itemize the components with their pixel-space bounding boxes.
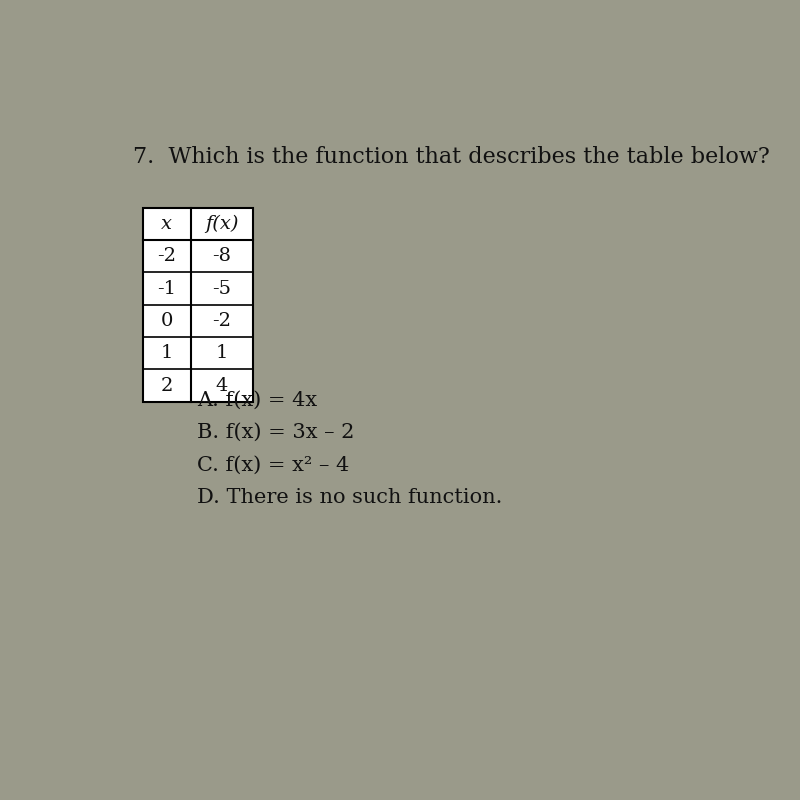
Text: C. f(x) = x² – 4: C. f(x) = x² – 4: [197, 455, 349, 474]
Text: -5: -5: [212, 279, 231, 298]
Text: 0: 0: [161, 312, 173, 330]
Text: 7.  Which is the function that describes the table below?: 7. Which is the function that describes …: [134, 146, 770, 168]
Bar: [142, 208, 253, 402]
Text: B. f(x) = 3x – 2: B. f(x) = 3x – 2: [197, 423, 354, 442]
Text: -1: -1: [157, 279, 176, 298]
Text: 1: 1: [215, 344, 228, 362]
Text: -8: -8: [212, 247, 231, 265]
Text: -2: -2: [212, 312, 231, 330]
Text: f(x): f(x): [205, 214, 238, 233]
Text: 4: 4: [215, 377, 228, 394]
Text: D. There is no such function.: D. There is no such function.: [197, 488, 502, 506]
Text: x: x: [161, 215, 172, 233]
Text: 2: 2: [161, 377, 173, 394]
Text: A. f(x) = 4x: A. f(x) = 4x: [197, 390, 317, 410]
Text: 1: 1: [161, 344, 173, 362]
Text: -2: -2: [157, 247, 176, 265]
